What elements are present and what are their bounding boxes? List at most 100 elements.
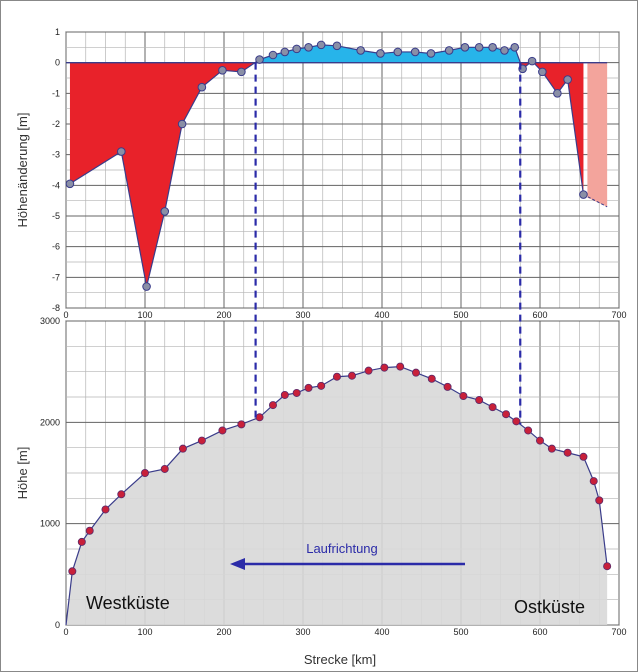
- top-data-point: [510, 43, 520, 52]
- top-data-point: [460, 43, 470, 52]
- top-y-tick-label: 0: [55, 58, 60, 68]
- top-data-point: [117, 147, 126, 156]
- bottom-data-point: [459, 391, 468, 400]
- top-y-tick-label: -5: [52, 211, 60, 221]
- bottom-data-point: [488, 403, 497, 412]
- bottom-x-tick-label: 700: [611, 627, 626, 637]
- bottom-data-point: [502, 410, 511, 419]
- top-y-tick-label: -7: [52, 272, 60, 282]
- bottom-data-point: [304, 383, 313, 392]
- top-data-marks: [65, 40, 608, 291]
- bottom-data-point: [411, 368, 420, 377]
- top-x-tick-label: 100: [137, 310, 152, 320]
- bottom-y-tick-label: 3000: [40, 316, 60, 326]
- top-y-tick-label: -2: [52, 119, 60, 129]
- bottom-data-point: [280, 390, 289, 399]
- top-tick-labels: 0 100 200 300 400 500 600 700 1 0 -1 -2 -3 -4 -5 -6 -7 -8: [52, 27, 627, 320]
- top-data-point: [579, 190, 588, 199]
- top-data-point: [376, 49, 385, 58]
- bottom-data-point: [268, 401, 277, 410]
- bottom-data-point: [347, 371, 356, 380]
- top-data-point: [474, 43, 484, 52]
- bottom-data-point: [101, 505, 110, 514]
- top-data-point: [197, 82, 207, 92]
- top-data-point: [65, 179, 75, 189]
- bottom-x-tick-label: 400: [374, 627, 389, 637]
- bottom-y-tick-label: 1000: [40, 519, 60, 529]
- top-data-point: [255, 55, 264, 64]
- top-x-tick-label: 200: [216, 310, 231, 320]
- bottom-data-point: [332, 372, 341, 381]
- bottom-data-point: [536, 436, 545, 445]
- top-y-tick-label: 1: [55, 27, 60, 37]
- bottom-data-marks: [65, 362, 612, 626]
- top-data-point: [356, 46, 365, 55]
- bottom-data-point: [579, 452, 588, 461]
- top-data-point: [527, 56, 537, 66]
- bottom-y-tick-label: 0: [55, 620, 60, 630]
- bottom-data-point: [140, 468, 149, 477]
- top-data-point: [316, 40, 326, 50]
- bottom-data-point: [595, 496, 604, 505]
- east-coast-label: Ostküste: [514, 597, 585, 617]
- bottom-data-point: [85, 526, 94, 535]
- top-data-point: [142, 282, 151, 291]
- direction-arrow: Laufrichtung: [230, 541, 465, 570]
- bottom-x-tick-label: 0: [63, 627, 68, 637]
- top-data-point: [426, 49, 436, 58]
- top-x-tick-label: 700: [611, 310, 626, 320]
- top-data-point: [160, 207, 170, 216]
- direction-arrow-label: Laufrichtung: [306, 541, 378, 556]
- bottom-x-tick-label: 600: [532, 627, 547, 637]
- bottom-data-point: [197, 436, 206, 445]
- top-data-point: [444, 46, 454, 55]
- top-data-point: [280, 47, 290, 57]
- connector-lines: [254, 62, 522, 425]
- bottom-data-point: [160, 464, 169, 473]
- top-data-point: [488, 43, 497, 52]
- bottom-data-point: [292, 388, 301, 397]
- top-rise-area: [255, 44, 521, 63]
- top-y-tick-label: -6: [52, 242, 60, 252]
- bottom-data-point: [427, 374, 436, 383]
- top-data-point: [237, 67, 246, 77]
- bottom-profile-area: [66, 366, 608, 625]
- bottom-data-point: [117, 490, 126, 499]
- bottom-data-point: [255, 413, 264, 422]
- bottom-x-tick-label: 500: [453, 627, 468, 637]
- bottom-data-point: [443, 382, 452, 391]
- bottom-data-point: [563, 448, 572, 457]
- top-data-point: [304, 43, 313, 52]
- top-data-point: [332, 41, 342, 51]
- top-data-point: [393, 47, 403, 57]
- bottom-x-tick-label: 200: [216, 627, 231, 637]
- bottom-data-point: [380, 363, 389, 372]
- bottom-y-tick-label: 2000: [40, 417, 60, 427]
- bottom-data-point: [547, 444, 556, 453]
- top-x-tick-label: 400: [374, 310, 389, 320]
- top-x-tick-label: 600: [532, 310, 547, 320]
- top-y-tick-label: -8: [52, 303, 60, 313]
- top-y-tick-label: -4: [52, 180, 60, 190]
- top-data-point: [268, 50, 278, 60]
- bottom-data-point: [237, 420, 246, 429]
- bottom-x-tick-label: 300: [295, 627, 310, 637]
- top-data-point: [410, 47, 420, 57]
- bottom-data-point: [218, 426, 227, 435]
- top-x-tick-label: 300: [295, 310, 310, 320]
- direction-arrow-head: [230, 558, 245, 570]
- bottom-y-axis-label: Höhe [m]: [15, 447, 30, 500]
- height-change-chart: 0 100 200 300 400 500 600 700 1 0 -1 -2 -3 -4 -5 -6 -7 -8…: [15, 27, 627, 320]
- top-data-point: [218, 66, 227, 75]
- top-extrapolated-area: [587, 62, 608, 207]
- west-coast-label: Westküste: [86, 593, 170, 613]
- top-data-point: [292, 44, 301, 54]
- top-x-tick-label: 0: [63, 310, 68, 320]
- top-data-point: [177, 119, 187, 129]
- top-data-point: [538, 67, 547, 77]
- top-data-point: [500, 46, 509, 55]
- top-extrapolated-line: [583, 194, 608, 208]
- top-y-axis-label: Höhenänderung [m]: [15, 113, 30, 228]
- bottom-data-point: [524, 426, 533, 435]
